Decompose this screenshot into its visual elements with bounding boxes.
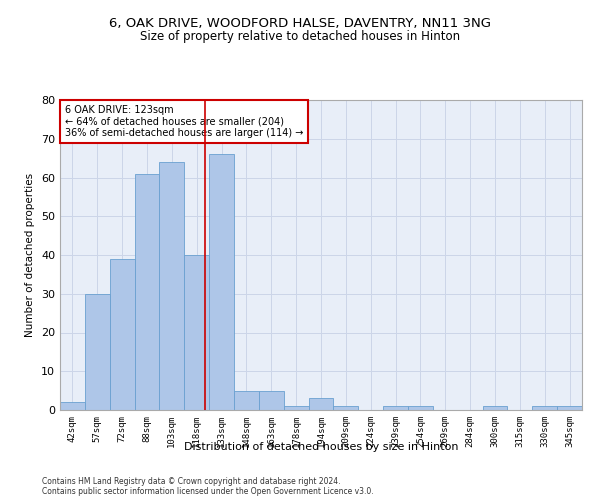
Text: Size of property relative to detached houses in Hinton: Size of property relative to detached ho…	[140, 30, 460, 43]
Bar	[60, 402, 85, 410]
Text: Contains HM Land Registry data © Crown copyright and database right 2024.: Contains HM Land Registry data © Crown c…	[42, 478, 341, 486]
Text: Distribution of detached houses by size in Hinton: Distribution of detached houses by size …	[184, 442, 458, 452]
Bar	[532, 406, 557, 410]
Bar	[383, 406, 408, 410]
Text: 6 OAK DRIVE: 123sqm
← 64% of detached houses are smaller (204)
36% of semi-detac: 6 OAK DRIVE: 123sqm ← 64% of detached ho…	[65, 104, 304, 138]
Bar	[557, 406, 582, 410]
Bar	[160, 162, 184, 410]
Bar	[134, 174, 160, 410]
Bar	[259, 390, 284, 410]
Bar	[234, 390, 259, 410]
Bar	[85, 294, 110, 410]
Text: Contains public sector information licensed under the Open Government Licence v3: Contains public sector information licen…	[42, 488, 374, 496]
Text: 6, OAK DRIVE, WOODFORD HALSE, DAVENTRY, NN11 3NG: 6, OAK DRIVE, WOODFORD HALSE, DAVENTRY, …	[109, 18, 491, 30]
Bar	[334, 406, 358, 410]
Bar	[110, 259, 134, 410]
Bar	[184, 255, 209, 410]
Bar	[408, 406, 433, 410]
Bar	[284, 406, 308, 410]
Bar	[308, 398, 334, 410]
Bar	[482, 406, 508, 410]
Y-axis label: Number of detached properties: Number of detached properties	[25, 173, 35, 337]
Bar	[209, 154, 234, 410]
